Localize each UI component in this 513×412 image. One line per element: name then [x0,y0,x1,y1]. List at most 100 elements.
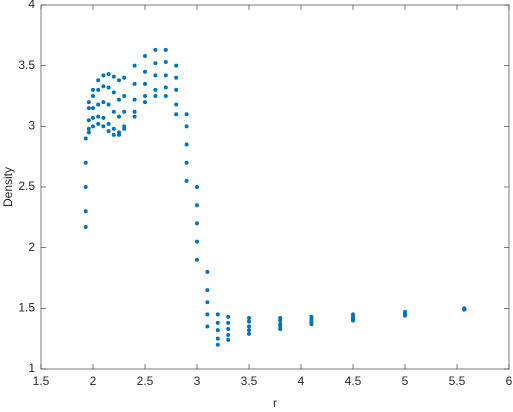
point [83,225,88,230]
point [215,312,220,317]
point [106,102,111,107]
point [117,97,121,102]
point [122,109,127,114]
point [215,328,220,333]
point [106,121,111,126]
point [174,87,179,92]
point [143,53,147,58]
point [132,114,137,119]
point [184,160,189,165]
point [96,114,101,119]
point [122,126,127,131]
y-tick-label: 3.5 [18,58,35,72]
point [132,63,137,68]
point [153,87,158,92]
point [351,318,355,323]
point [111,126,116,131]
point [111,90,116,95]
point [174,63,179,68]
point [174,102,179,107]
point [163,47,168,52]
point [205,300,210,305]
axes-box [40,4,510,370]
point [86,126,91,131]
point [91,124,95,129]
point [83,136,88,141]
x-tick-label: 2 [90,374,97,388]
point [215,336,220,341]
x-tick-label: 4 [298,374,305,388]
point [117,132,121,137]
point [205,324,210,329]
point [153,73,158,78]
point [91,87,95,92]
x-tick-label: 3 [194,374,201,388]
point [153,61,158,66]
point [278,326,283,331]
y-tick-label: 2.5 [18,179,35,193]
point [86,118,91,123]
point [111,74,116,79]
point [122,94,127,98]
point [226,333,231,338]
point [226,320,231,325]
point [195,203,199,208]
point [195,185,199,189]
point [462,307,467,312]
point [174,112,179,117]
x-tick-label: 4.5 [345,374,362,388]
point [205,269,210,274]
point [195,239,199,244]
point [247,331,251,336]
point [91,94,95,98]
point [106,72,111,77]
y-axis-label: Density [1,167,15,207]
point [184,112,189,117]
point [247,319,251,324]
point [153,94,158,98]
point [163,73,168,78]
y-tick-label: 3 [28,119,35,133]
point [132,81,137,86]
point [83,185,88,189]
point [403,313,407,318]
point [101,115,106,120]
x-tick-label: 2.5 [137,374,154,388]
point [96,121,101,126]
point [215,320,220,325]
point [247,328,251,333]
point [226,337,231,342]
point [143,81,147,86]
point [96,102,101,107]
x-tick-label: 3.5 [241,374,258,388]
point [174,75,179,80]
point [101,124,106,129]
point [247,316,251,321]
y-tick-label: 2 [28,240,35,254]
point [86,130,91,135]
point [132,97,137,102]
point [86,106,91,111]
point [117,78,121,83]
point [184,178,189,183]
x-axis-label: r [273,396,277,410]
point [111,132,116,137]
point [195,257,199,262]
point [111,109,116,114]
point [83,209,88,214]
point [226,326,231,331]
point [278,318,283,323]
point [101,73,106,78]
point [106,85,111,90]
point [96,78,101,83]
point [132,109,137,114]
point [163,94,168,98]
y-tick-label: 4 [28,0,35,11]
point [101,100,106,105]
x-tick-label: 1.5 [33,374,50,388]
point [184,142,189,147]
x-tick-label: 6 [506,374,513,388]
point [153,47,158,52]
point [96,87,101,92]
point [247,324,251,329]
